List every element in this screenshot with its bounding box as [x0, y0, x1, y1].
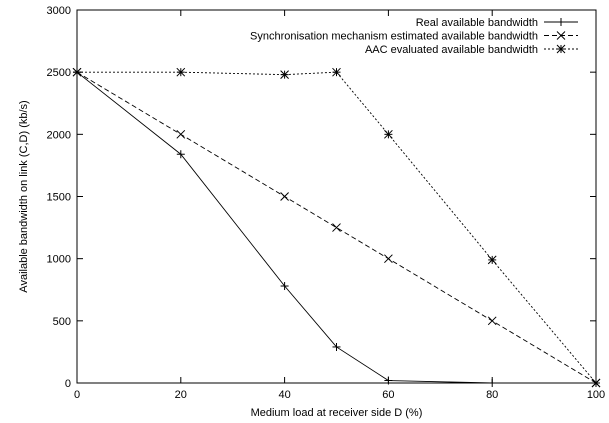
data-point-marker	[332, 67, 341, 77]
data-point-marker	[384, 376, 393, 385]
legend-label: AAC evaluated available bandwidth	[365, 44, 538, 56]
y-tick-label: 1500	[47, 192, 71, 204]
data-point-marker	[332, 223, 341, 232]
x-axis-title: Medium load at receiver side D (%)	[251, 407, 423, 419]
plot-border	[76, 9, 597, 384]
data-point-marker	[280, 282, 289, 291]
data-point-marker	[176, 129, 186, 139]
data-point-marker	[280, 192, 289, 201]
y-axis-title: Available bandwidth on link (C,D) (kb/s)	[18, 100, 30, 292]
y-tick-label: 1000	[47, 254, 71, 266]
data-point-marker	[488, 379, 497, 387]
legend-label: Real available bandwidth	[416, 17, 538, 29]
legend-label: Synchronisation mechanism estimated avai…	[250, 31, 538, 43]
x-tick-label: 20	[175, 389, 187, 401]
series-2	[72, 67, 601, 388]
data-point-marker	[591, 378, 601, 388]
legend: Real available bandwidth Synchronisation …	[250, 17, 578, 56]
data-point-marker	[556, 31, 566, 40]
data-point-marker	[557, 18, 565, 26]
x-tick-label: 0	[74, 389, 80, 401]
data-point-marker	[384, 129, 393, 139]
plot-frame	[76, 9, 597, 384]
y-tick-label: 3000	[47, 5, 71, 17]
series-layer	[72, 67, 601, 388]
y-tick-label: 2000	[47, 129, 71, 141]
legend-entry-1: Real available bandwidth	[416, 17, 578, 29]
x-tick-label: 80	[486, 389, 498, 401]
x-tick-label: 40	[278, 389, 290, 401]
legend-entry-3: AAC evaluated available bandwidth	[365, 44, 578, 56]
y-tick-label: 0	[65, 378, 71, 390]
data-point-marker	[280, 70, 289, 80]
y-tick-label: 500	[53, 316, 71, 328]
x-tick-label: 60	[382, 389, 394, 401]
y-tick-label: 2500	[47, 67, 71, 79]
data-point-marker	[176, 150, 185, 159]
data-point-marker	[487, 316, 497, 326]
series-3	[72, 67, 601, 388]
data-point-marker	[72, 67, 82, 77]
data-point-marker	[176, 67, 186, 77]
data-point-marker	[487, 255, 497, 265]
data-point-marker	[556, 44, 566, 54]
data-point-marker	[332, 342, 341, 351]
legend-entry-2: Synchronisation mechanism estimated avai…	[250, 31, 578, 43]
x-tick-label: 100	[587, 389, 605, 401]
data-point-marker	[384, 254, 393, 264]
